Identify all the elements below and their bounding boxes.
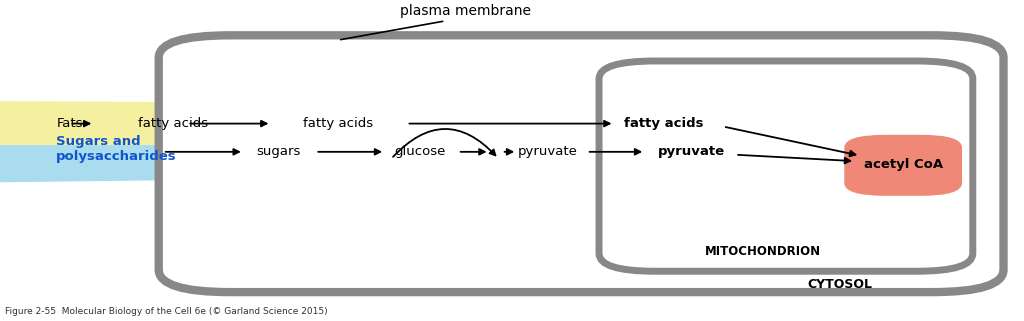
FancyBboxPatch shape [159, 35, 1004, 292]
Text: sugars: sugars [256, 145, 301, 158]
Text: glucose: glucose [394, 145, 445, 158]
Polygon shape [0, 101, 717, 164]
FancyBboxPatch shape [599, 61, 973, 271]
Text: CYTOSOL: CYTOSOL [807, 278, 872, 291]
Text: acetyl CoA: acetyl CoA [863, 158, 943, 171]
Text: fatty acids: fatty acids [624, 117, 703, 130]
Text: Figure 2-55  Molecular Biology of the Cell 6e (© Garland Science 2015): Figure 2-55 Molecular Biology of the Cel… [5, 307, 328, 316]
Text: pyruvate: pyruvate [657, 145, 725, 158]
Text: fatty acids: fatty acids [303, 117, 373, 130]
Text: fatty acids: fatty acids [138, 117, 208, 130]
Text: pyruvate: pyruvate [518, 145, 578, 158]
Polygon shape [0, 124, 717, 182]
Text: MITOCHONDRION: MITOCHONDRION [705, 246, 821, 258]
Text: Fats: Fats [56, 117, 83, 130]
FancyBboxPatch shape [844, 135, 963, 196]
Text: Sugars and
polysaccharides: Sugars and polysaccharides [56, 135, 177, 163]
Text: plasma membrane: plasma membrane [400, 4, 531, 18]
